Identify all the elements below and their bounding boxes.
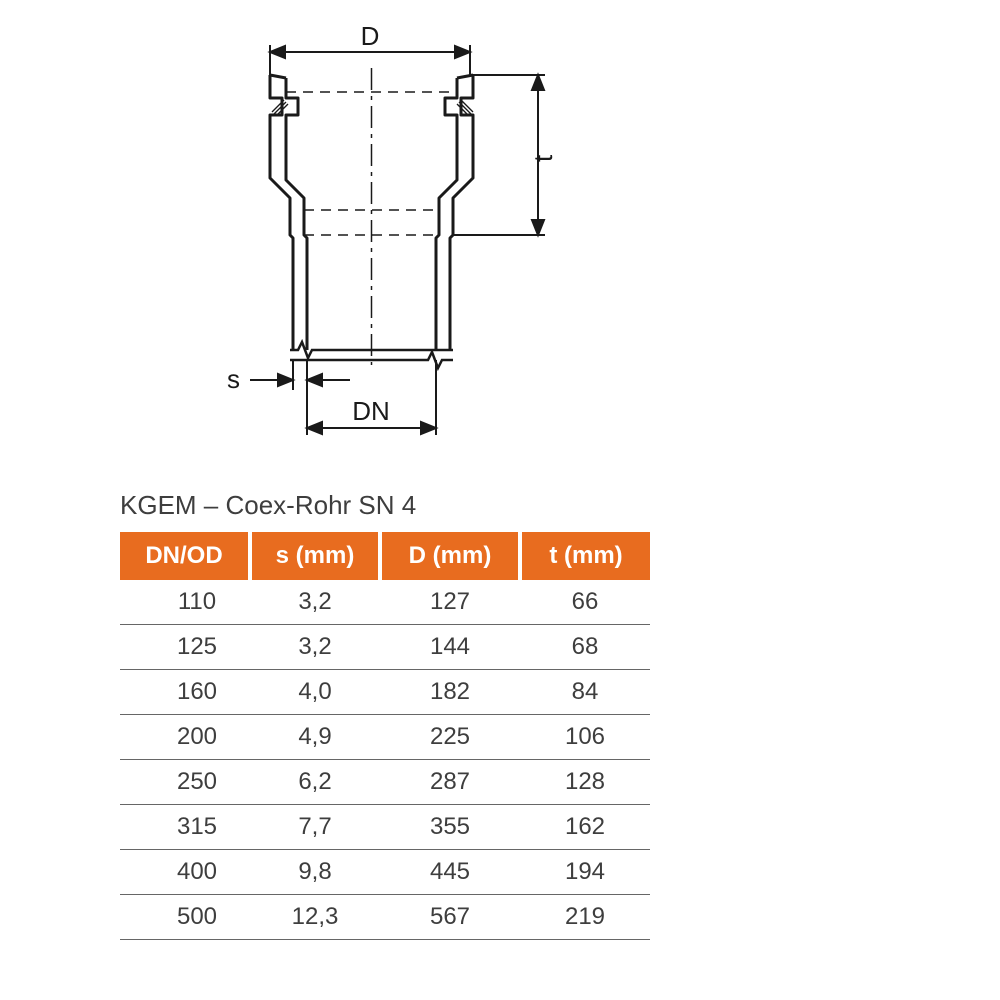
- table-row: 1103,212766: [120, 580, 650, 625]
- table-cell: 400: [120, 850, 250, 895]
- table-cell: 250: [120, 760, 250, 805]
- table-row: 2004,9225106: [120, 715, 650, 760]
- table-cell: 200: [120, 715, 250, 760]
- table-cell: 125: [120, 625, 250, 670]
- col-header: t (mm): [520, 532, 650, 580]
- table-cell: 4,9: [250, 715, 380, 760]
- table-cell: 12,3: [250, 895, 380, 940]
- table-cell: 127: [380, 580, 520, 625]
- table-cell: 110: [120, 580, 250, 625]
- table-cell: 287: [380, 760, 520, 805]
- label-DN: DN: [352, 396, 390, 426]
- col-header: s (mm): [250, 532, 380, 580]
- table-cell: 9,8: [250, 850, 380, 895]
- table-cell: 160: [120, 670, 250, 715]
- table-row: 50012,3567219: [120, 895, 650, 940]
- label-D: D: [361, 21, 380, 51]
- table-row: 1604,018284: [120, 670, 650, 715]
- label-s: s: [227, 364, 240, 394]
- table-cell: 106: [520, 715, 650, 760]
- table-cell: 7,7: [250, 805, 380, 850]
- label-t: t: [528, 154, 558, 162]
- table-cell: 3,2: [250, 580, 380, 625]
- table-cell: 68: [520, 625, 650, 670]
- table-cell: 128: [520, 760, 650, 805]
- table-cell: 194: [520, 850, 650, 895]
- table-cell: 567: [380, 895, 520, 940]
- table-row: 4009,8445194: [120, 850, 650, 895]
- table-header-row: DN/OD s (mm) D (mm) t (mm): [120, 532, 650, 580]
- table-row: 2506,2287128: [120, 760, 650, 805]
- table-cell: 225: [380, 715, 520, 760]
- table-cell: 144: [380, 625, 520, 670]
- table-cell: 500: [120, 895, 250, 940]
- table-cell: 3,2: [250, 625, 380, 670]
- table-row: 1253,214468: [120, 625, 650, 670]
- table-cell: 84: [520, 670, 650, 715]
- table-cell: 355: [380, 805, 520, 850]
- table-cell: 6,2: [250, 760, 380, 805]
- table-cell: 4,0: [250, 670, 380, 715]
- col-header: DN/OD: [120, 532, 250, 580]
- table-title: KGEM – Coex-Rohr SN 4: [120, 490, 416, 521]
- table-cell: 162: [520, 805, 650, 850]
- col-header: D (mm): [380, 532, 520, 580]
- table-cell: 219: [520, 895, 650, 940]
- table-cell: 315: [120, 805, 250, 850]
- spec-table: DN/OD s (mm) D (mm) t (mm) 1103,21276612…: [120, 532, 650, 940]
- table-cell: 66: [520, 580, 650, 625]
- table-cell: 445: [380, 850, 520, 895]
- pipe-diagram: D t s DN: [140, 20, 660, 460]
- table-cell: 182: [380, 670, 520, 715]
- table-row: 3157,7355162: [120, 805, 650, 850]
